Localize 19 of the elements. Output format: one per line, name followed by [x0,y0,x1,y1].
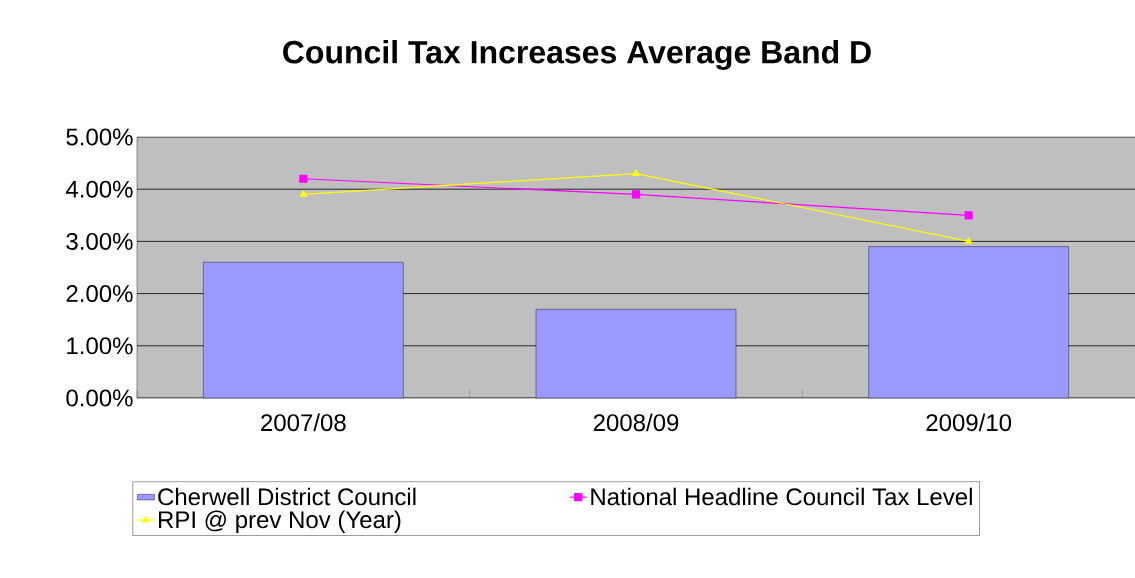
y-tick-label: 0.00% [66,389,133,407]
point [299,190,307,197]
point [631,190,641,199]
y-tick-label: 1.00% [67,337,133,355]
point [964,211,973,220]
point [965,237,973,244]
point [299,174,308,183]
y-tick-label: 5.00% [66,128,133,146]
x-tick-label: 2007/08 [261,413,346,432]
y-tick-label: 4.00% [65,180,133,198]
chart-title: Council Tax Increases Average Band D [283,40,871,70]
legend-label: Cherwell District Council [158,487,416,506]
y-tick-label: 3.00% [66,232,133,250]
legend-label: RPI @ prev Nov (Year) [159,510,401,533]
legend-label: National Headline Council Tax Level [591,487,972,506]
point [632,169,640,176]
x-tick-label: 2008/09 [593,413,679,432]
y-tick-label: 2.00% [66,285,133,303]
x-tick-label: 2009/10 [926,413,1012,432]
